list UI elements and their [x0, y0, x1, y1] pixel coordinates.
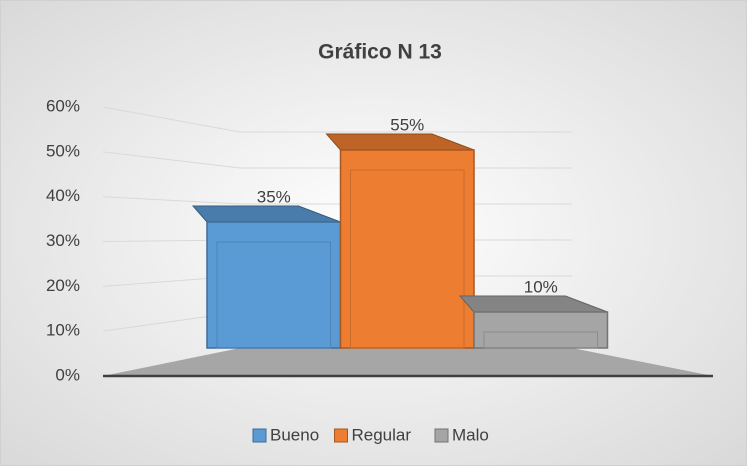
- bar: [339, 149, 475, 349]
- floor: [103, 348, 713, 376]
- grid-line: [102, 106, 572, 133]
- legend-swatch: [434, 428, 449, 443]
- data-label: 55%: [390, 115, 424, 134]
- y-tick-label: 30%: [46, 231, 80, 250]
- y-tick-label: 60%: [46, 96, 80, 115]
- bar-inner: [483, 331, 598, 349]
- bar-inner: [216, 241, 331, 349]
- bar: [473, 311, 609, 349]
- y-tick-label: 20%: [46, 276, 80, 295]
- legend-label: Regular: [352, 425, 412, 444]
- legend-label: Malo: [452, 425, 489, 444]
- y-tick-label: 10%: [46, 321, 80, 340]
- bar: [206, 221, 342, 349]
- legend-label: Bueno: [270, 425, 319, 444]
- legend-swatch: [334, 428, 348, 443]
- y-tick-label: 0%: [55, 365, 80, 384]
- data-label: 10%: [524, 277, 558, 296]
- data-label: 35%: [257, 187, 291, 206]
- y-tick-label: 40%: [46, 186, 80, 205]
- chart-title: Gráfico N 13: [318, 41, 442, 64]
- y-tick-label: 50%: [46, 141, 80, 160]
- bar-inner: [350, 169, 465, 349]
- legend-swatch: [252, 428, 267, 443]
